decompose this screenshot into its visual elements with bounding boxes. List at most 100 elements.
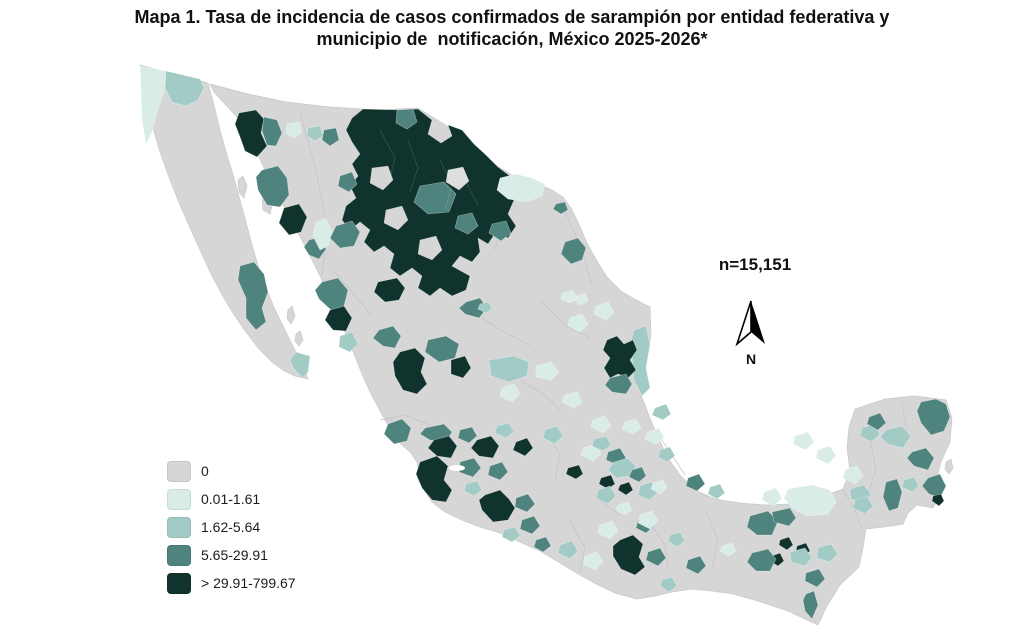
municipality-patch	[499, 383, 521, 403]
municipality-patch	[685, 473, 706, 492]
municipality-patch	[324, 305, 353, 332]
municipality-patch	[392, 347, 428, 395]
municipality-patch	[488, 355, 530, 383]
municipality-patch	[604, 373, 633, 395]
island	[294, 330, 304, 347]
municipality-patch	[612, 534, 646, 576]
legend-swatch	[167, 488, 191, 510]
municipality-patch	[450, 355, 472, 379]
legend-row: 0.01-1.61	[167, 488, 296, 510]
municipality-patch	[561, 391, 583, 409]
municipality-patch	[598, 474, 616, 490]
municipality-patch	[552, 201, 569, 215]
municipality-patch	[771, 507, 797, 527]
legend-row: 0	[167, 460, 296, 482]
municipality-patch	[427, 435, 458, 459]
municipality-patch	[593, 301, 615, 321]
municipality-patch	[567, 313, 589, 333]
municipality-patch	[487, 461, 509, 481]
municipality-patch	[573, 292, 589, 306]
municipality-patch	[306, 125, 324, 142]
municipality-patch	[644, 427, 665, 445]
municipality-patch	[477, 301, 493, 314]
municipality-patch	[496, 173, 546, 203]
municipality-patch	[815, 445, 837, 465]
legend-swatch	[167, 544, 191, 566]
municipality-patch	[645, 547, 667, 567]
municipality-borders-on-dark	[379, 129, 479, 211]
municipality-patch	[501, 526, 521, 543]
municipality-patch	[842, 465, 864, 485]
municipality-patch	[383, 418, 412, 445]
municipality-patch	[852, 495, 874, 515]
municipality-patch	[590, 415, 612, 434]
municipality-patch-gray	[383, 205, 409, 231]
municipality-patch	[535, 361, 560, 381]
figure-title-line2: municipio de notificación, México 2025-2…	[316, 28, 708, 49]
legend-label: 0.01-1.61	[201, 491, 261, 507]
municipality-patch	[337, 171, 358, 193]
municipality-patch	[454, 212, 479, 235]
municipality-patch	[457, 426, 478, 444]
municipality-patch	[560, 237, 587, 265]
municipality-patch	[415, 455, 453, 503]
municipality-patch	[542, 425, 564, 445]
island	[237, 175, 248, 199]
municipality-patch	[628, 466, 647, 483]
municipality-patch	[237, 261, 269, 331]
municipality-patch	[650, 479, 668, 495]
municipality-patch	[255, 165, 290, 208]
municipality-patch	[560, 289, 578, 304]
municipality-patches	[139, 65, 951, 620]
municipality-patch	[234, 109, 268, 158]
municipality-patch	[866, 412, 887, 431]
municipality-patch	[424, 335, 460, 363]
municipality-patch	[312, 217, 333, 251]
municipality-patch	[164, 70, 205, 107]
municipality-patch	[615, 501, 633, 516]
municipality-patch	[470, 435, 500, 459]
municipality-patch	[657, 446, 676, 463]
municipality-patch	[488, 220, 512, 242]
municipality-patch	[494, 422, 515, 439]
legend-label: 0	[201, 463, 209, 479]
municipality-patch	[931, 493, 945, 507]
municipality-patch	[816, 543, 839, 563]
municipality-patch-gray	[417, 235, 443, 261]
legend-label: > 29.91-799.67	[201, 575, 296, 591]
figure-title-line1: Mapa 1. Tasa de incidencia de casos conf…	[134, 7, 890, 27]
municipality-patch	[637, 510, 659, 530]
municipality-patch	[595, 485, 617, 505]
north-arrow-label: N	[745, 351, 757, 367]
municipality-patch	[338, 331, 359, 353]
map-legend: 0 0.01-1.61 1.62-5.64 5.65-29.91 > 29.91…	[167, 460, 296, 601]
north-arrow: N	[731, 298, 771, 367]
municipality-patch	[591, 435, 612, 452]
municipality-patch	[707, 483, 726, 500]
legend-label: 5.65-29.91	[201, 547, 268, 563]
municipality-patch	[602, 335, 638, 379]
municipality-patch	[746, 510, 779, 536]
municipality-patch	[565, 464, 584, 480]
municipality-patch	[621, 418, 642, 435]
municipality-patch	[463, 480, 483, 497]
municipality-patch	[478, 489, 516, 523]
legend-row: 5.65-29.91	[167, 544, 296, 566]
municipality-patch-gray	[369, 165, 394, 191]
sample-size-label: n=15,151	[718, 255, 792, 274]
municipality-patch	[321, 127, 340, 147]
municipality-patch	[916, 398, 951, 436]
municipality-patch	[512, 437, 534, 457]
legend-swatch	[167, 572, 191, 594]
legend-label: 1.62-5.64	[201, 519, 261, 535]
municipality-patch	[533, 536, 552, 553]
municipality-patch-gray	[445, 166, 470, 191]
legend-row: > 29.91-799.67	[167, 572, 296, 594]
municipality-patch	[519, 515, 541, 535]
municipality-patch	[789, 547, 813, 567]
municipality-patch	[395, 108, 418, 130]
lake	[449, 465, 465, 471]
legend-row: 1.62-5.64	[167, 516, 296, 538]
municipality-patch	[139, 65, 167, 145]
municipality-patch	[372, 325, 402, 349]
